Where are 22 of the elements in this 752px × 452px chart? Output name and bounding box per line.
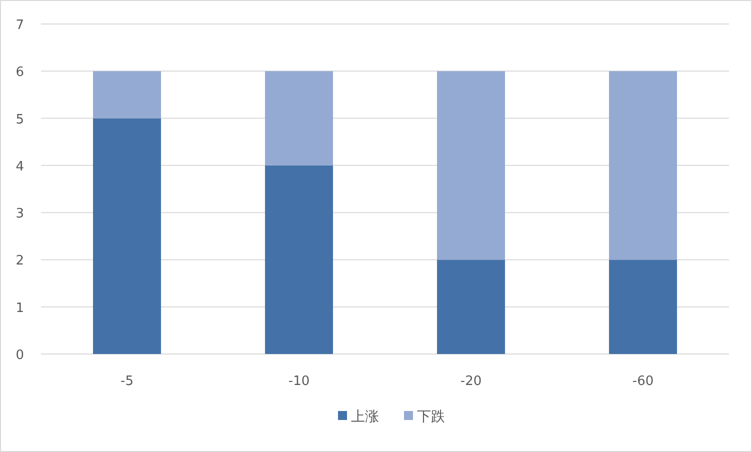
bar (437, 71, 505, 260)
bar (93, 118, 161, 354)
y-tick-label: 2 (16, 254, 24, 269)
x-tick-label: -10 (288, 374, 310, 389)
legend-label: 上涨 (351, 409, 379, 425)
x-tick-label: -60 (632, 374, 654, 389)
bar (265, 71, 333, 166)
bar (93, 71, 161, 118)
legend-label: 下跌 (417, 409, 445, 425)
bar (609, 71, 677, 260)
y-tick-label: 1 (16, 300, 24, 316)
bar (437, 260, 505, 354)
bar (609, 260, 677, 354)
y-tick-label: 4 (16, 159, 24, 174)
y-tick-label: 3 (16, 206, 24, 222)
y-tick-label: 7 (16, 18, 24, 33)
x-tick-label: -20 (460, 374, 482, 389)
y-tick-label: 5 (16, 112, 24, 128)
bar (265, 165, 333, 354)
x-tick-label: -5 (120, 374, 134, 389)
y-tick-label: 6 (16, 65, 24, 80)
y-tick-label: 0 (16, 348, 24, 363)
